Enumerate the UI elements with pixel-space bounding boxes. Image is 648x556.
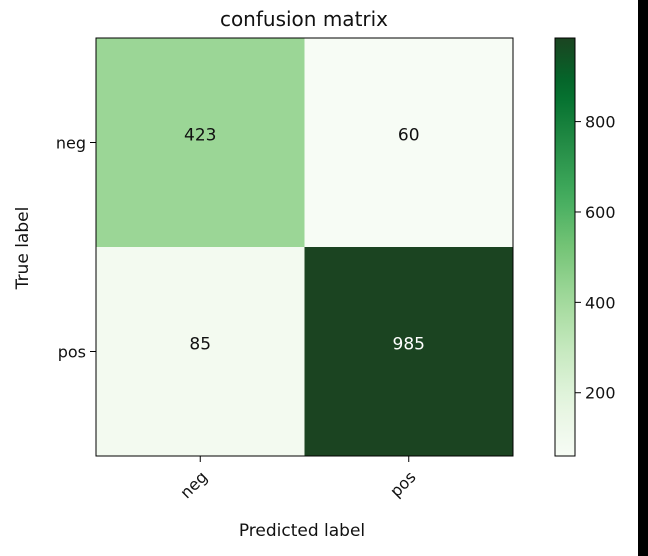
- chart-title: confusion matrix: [220, 7, 388, 31]
- x-tick-label: pos: [386, 467, 419, 500]
- cell-value-label: 60: [398, 126, 420, 146]
- plot-frame: [95, 37, 514, 457]
- y-tick-label: neg: [56, 134, 86, 153]
- y-tick-label: pos: [58, 343, 86, 362]
- y-axis-label: True label: [13, 207, 33, 291]
- cell-value-label: 985: [393, 335, 425, 355]
- heatmap-cell: [96, 247, 305, 456]
- colorbar-tick-label: 400: [585, 293, 616, 312]
- cell-value-label: 423: [184, 126, 216, 146]
- colorbar: [554, 37, 576, 457]
- heatmap-cell: [304, 38, 513, 247]
- cell-value-label: 85: [189, 335, 211, 355]
- colorbar-tick-label: 200: [585, 384, 616, 403]
- colorbar-tick-label: 600: [585, 203, 616, 222]
- x-tick-label: neg: [176, 467, 211, 502]
- heatmap-cell: [96, 38, 305, 247]
- heatmap-cell: [304, 247, 513, 456]
- x-axis-label: Predicted label: [239, 521, 365, 541]
- colorbar-tick-label: 800: [585, 113, 616, 132]
